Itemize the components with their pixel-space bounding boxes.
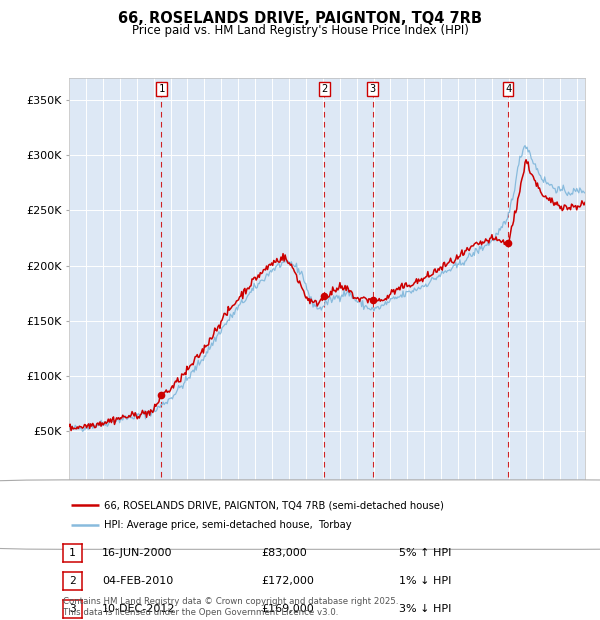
Text: Contains HM Land Registry data © Crown copyright and database right 2025.
This d: Contains HM Land Registry data © Crown c… xyxy=(63,598,398,617)
Text: HPI: Average price, semi-detached house,  Torbay: HPI: Average price, semi-detached house,… xyxy=(104,520,352,531)
Text: £172,000: £172,000 xyxy=(261,576,314,586)
Text: 66, ROSELANDS DRIVE, PAIGNTON, TQ4 7RB (semi-detached house): 66, ROSELANDS DRIVE, PAIGNTON, TQ4 7RB (… xyxy=(104,500,444,510)
Text: 04-FEB-2010: 04-FEB-2010 xyxy=(102,576,173,586)
Text: 1: 1 xyxy=(158,84,164,94)
Text: 3% ↓ HPI: 3% ↓ HPI xyxy=(399,604,451,614)
Text: 3: 3 xyxy=(69,604,76,614)
Text: 4: 4 xyxy=(505,84,511,94)
FancyBboxPatch shape xyxy=(0,480,600,549)
Text: 10-DEC-2012: 10-DEC-2012 xyxy=(102,604,176,614)
Text: 66, ROSELANDS DRIVE, PAIGNTON, TQ4 7RB: 66, ROSELANDS DRIVE, PAIGNTON, TQ4 7RB xyxy=(118,11,482,26)
Text: Price paid vs. HM Land Registry's House Price Index (HPI): Price paid vs. HM Land Registry's House … xyxy=(131,24,469,37)
Text: 1% ↓ HPI: 1% ↓ HPI xyxy=(399,576,451,586)
Text: 5% ↑ HPI: 5% ↑ HPI xyxy=(399,548,451,558)
Text: £83,000: £83,000 xyxy=(261,548,307,558)
Text: 3: 3 xyxy=(370,84,376,94)
Text: £169,000: £169,000 xyxy=(261,604,314,614)
Text: 2: 2 xyxy=(69,576,76,586)
Text: 1: 1 xyxy=(69,548,76,558)
Text: 16-JUN-2000: 16-JUN-2000 xyxy=(102,548,173,558)
Text: 2: 2 xyxy=(321,84,328,94)
